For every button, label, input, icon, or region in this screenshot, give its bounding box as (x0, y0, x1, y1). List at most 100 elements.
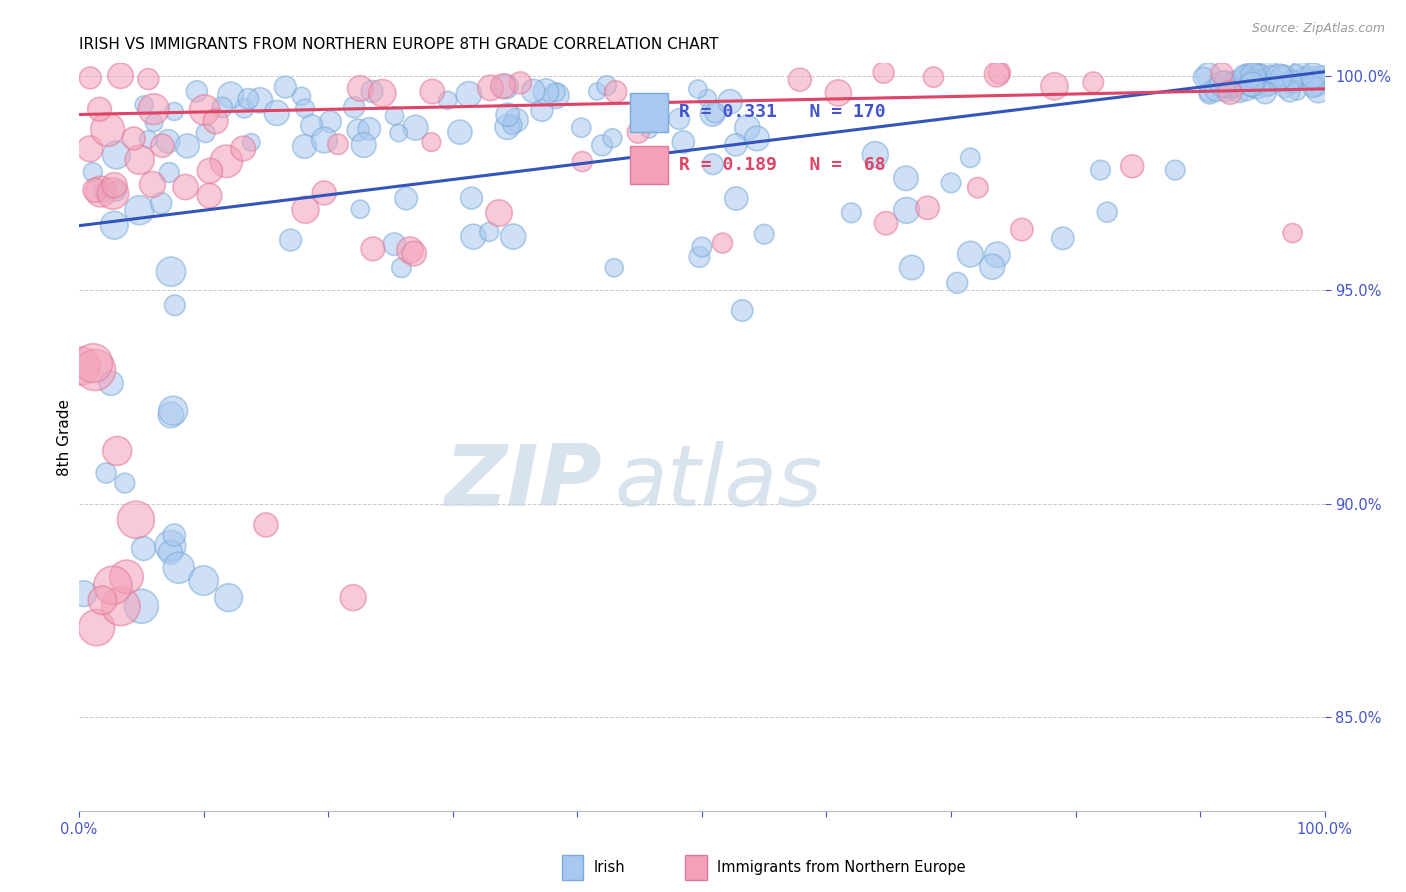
Point (1234, 71, 1257, 86)
Point (266, 106, 288, 120)
Point (274, 80, 297, 95)
Point (89, 102, 111, 116)
Point (492, 79, 515, 94)
Point (79, 70, 101, 85)
Point (686, 82, 709, 96)
Point (1254, 77, 1277, 91)
Point (1043, 79, 1066, 94)
Point (1246, 72, 1268, 87)
Point (731, 303, 754, 318)
Point (509, 76, 531, 90)
Point (371, 86, 394, 100)
Point (711, 235, 734, 250)
Point (702, 157, 724, 171)
Point (1121, 159, 1143, 173)
Point (1264, 76, 1286, 90)
Point (1215, 83, 1237, 97)
Point (1251, 71, 1274, 86)
Point (100, 376, 122, 391)
Y-axis label: 8th Grade: 8th Grade (58, 399, 72, 475)
Point (86, 621, 108, 635)
Point (391, 260, 413, 275)
Point (382, 237, 405, 252)
Point (865, 147, 887, 161)
Point (591, 138, 613, 153)
Point (725, 192, 748, 206)
Point (1286, 84, 1309, 98)
Point (343, 100, 366, 114)
Text: ZIP: ZIP (444, 441, 602, 524)
Point (420, 135, 443, 149)
Point (1254, 86, 1277, 100)
Point (314, 186, 336, 200)
Point (193, 574, 215, 588)
Point (1294, 69, 1316, 83)
Point (294, 139, 316, 153)
Point (1222, 79, 1244, 94)
Point (602, 131, 624, 145)
Bar (686, 855, 707, 880)
Point (198, 164, 221, 178)
Point (922, 70, 945, 85)
Point (1241, 70, 1264, 85)
Point (1095, 205, 1118, 219)
Point (544, 86, 567, 100)
Point (1257, 79, 1279, 94)
Point (134, 97, 156, 112)
Text: IRISH VS IMMIGRANTS FROM NORTHERN EUROPE 8TH GRADE CORRELATION CHART: IRISH VS IMMIGRANTS FROM NORTHERN EUROPE… (79, 37, 718, 53)
Point (1236, 70, 1258, 84)
Point (82, 356, 104, 370)
Point (530, 103, 553, 118)
Point (478, 225, 501, 239)
Point (218, 591, 240, 605)
Point (827, 86, 849, 100)
Point (1218, 78, 1240, 93)
Point (105, 184, 128, 198)
Point (342, 591, 364, 605)
Point (917, 201, 939, 215)
Text: Irish: Irish (593, 860, 626, 875)
Point (595, 78, 617, 93)
Point (132, 541, 155, 556)
Point (457, 87, 479, 102)
Point (1215, 75, 1237, 89)
Point (1279, 75, 1302, 89)
Point (789, 72, 811, 87)
Point (105, 148, 128, 162)
Point (319, 114, 342, 128)
Point (240, 136, 263, 150)
Point (219, 88, 242, 103)
Point (571, 154, 593, 169)
Point (163, 528, 186, 542)
Point (280, 233, 302, 247)
Point (1233, 69, 1256, 83)
Point (603, 260, 626, 275)
Point (359, 121, 381, 136)
Point (1241, 69, 1264, 83)
Point (1282, 77, 1305, 91)
Point (1243, 70, 1265, 85)
Point (1289, 65, 1312, 79)
Point (349, 202, 371, 217)
Point (754, 227, 776, 242)
Point (94, 466, 117, 480)
Point (1271, 70, 1294, 85)
Point (233, 101, 256, 115)
Point (1260, 67, 1282, 81)
Point (1250, 76, 1272, 90)
Point (569, 120, 592, 135)
Point (946, 276, 969, 290)
Point (1164, 163, 1187, 178)
Point (211, 100, 233, 114)
Point (1268, 70, 1291, 84)
Point (84, 183, 107, 197)
Point (384, 109, 406, 123)
Point (605, 85, 627, 99)
Point (1305, 76, 1327, 90)
Point (159, 539, 181, 553)
Point (79, 142, 101, 156)
Point (353, 138, 375, 153)
Point (84, 363, 107, 377)
Point (194, 126, 217, 140)
Point (115, 570, 138, 584)
